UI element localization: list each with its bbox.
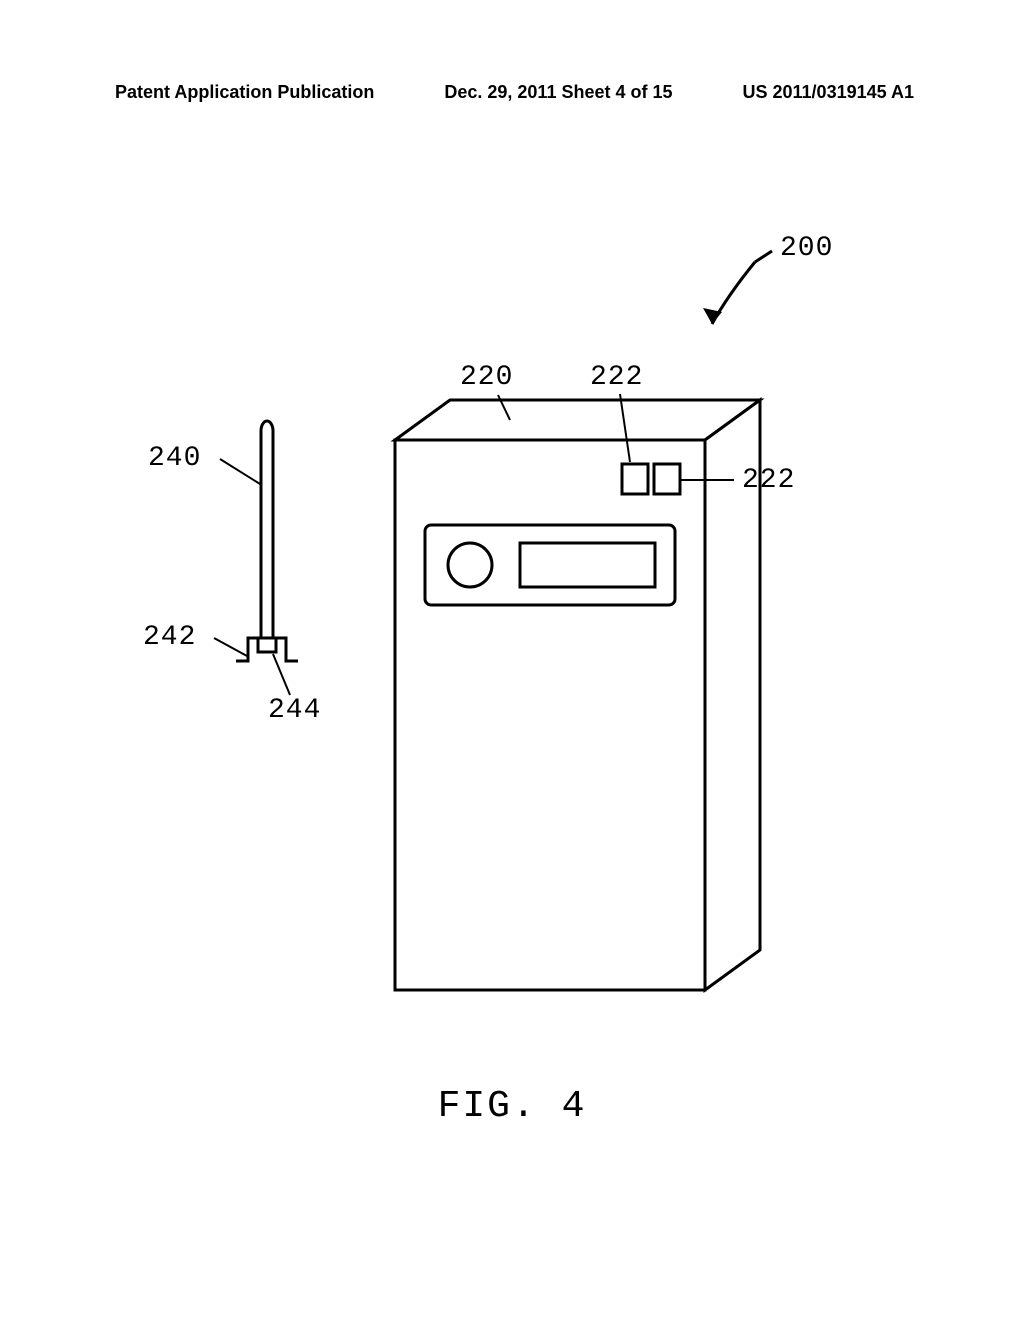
antenna-assembly <box>0 140 1024 1040</box>
header-publication: Patent Application Publication <box>115 82 374 103</box>
label-220: 220 <box>460 362 513 393</box>
label-222-right: 222 <box>742 465 795 496</box>
label-242: 242 <box>143 622 196 653</box>
label-222-top: 222 <box>590 362 643 393</box>
label-240: 240 <box>148 443 201 474</box>
figure-caption: FIG. 4 <box>0 1085 1024 1128</box>
label-244: 244 <box>268 695 321 726</box>
patent-diagram: 200 220 222 222 240 242 244 <box>0 140 1024 1040</box>
label-200: 200 <box>780 233 833 264</box>
header-date-sheet: Dec. 29, 2011 Sheet 4 of 15 <box>444 82 672 103</box>
header-patent-number: US 2011/0319145 A1 <box>743 82 914 103</box>
